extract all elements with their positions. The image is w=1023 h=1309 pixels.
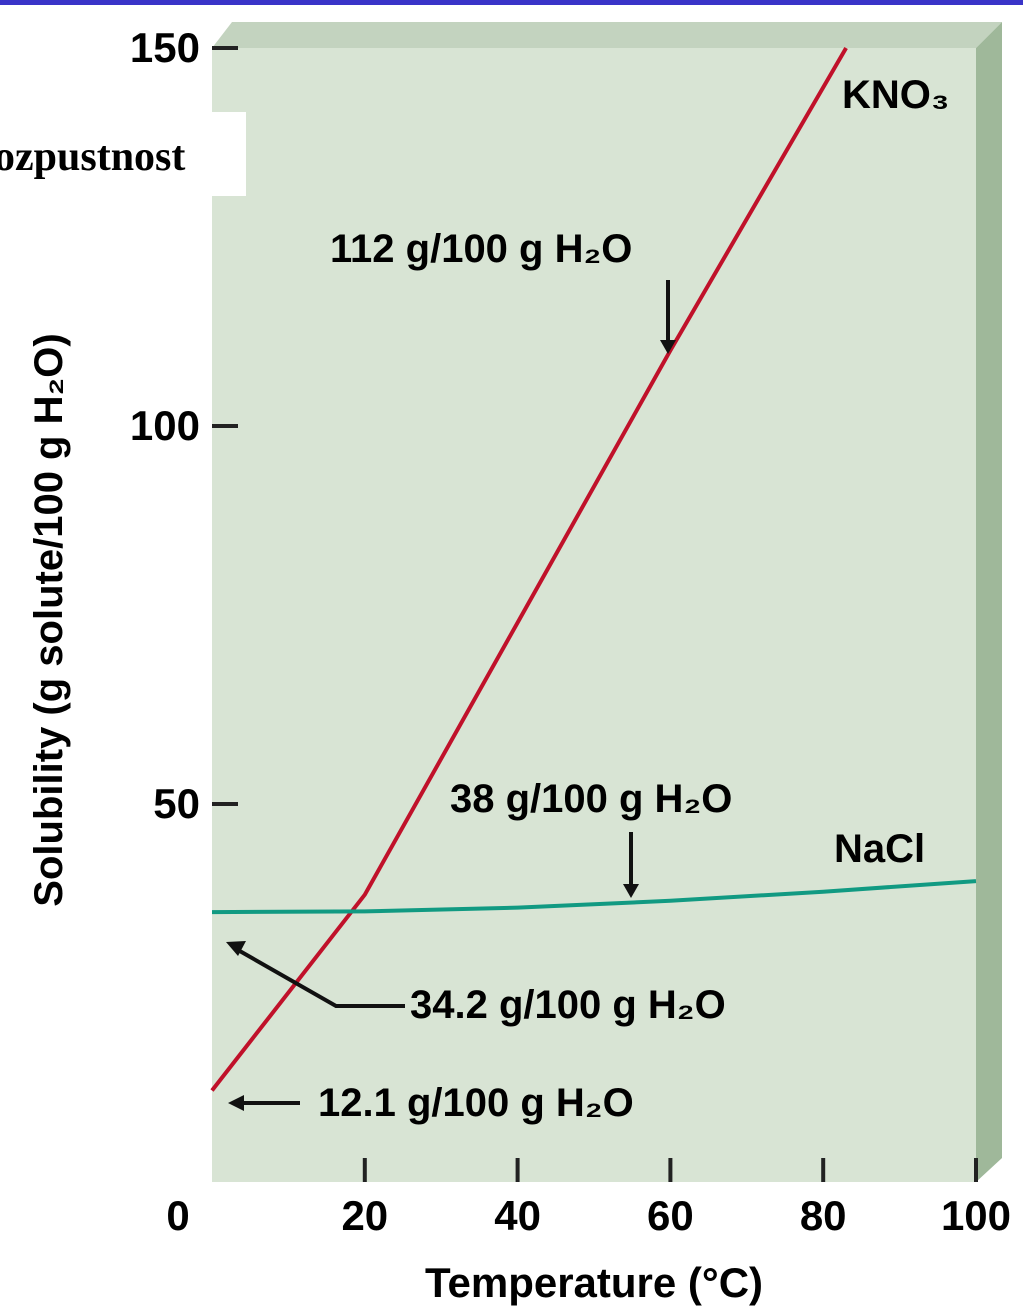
- annotation-nacl-55c: 38 g/100 g H₂O: [450, 777, 732, 821]
- arrowhead-nacl-55c: [623, 884, 639, 898]
- x-tick-label-40: 40: [494, 1192, 541, 1239]
- x-axis-label: Temperature (°C): [425, 1259, 763, 1306]
- plot-top-face: [212, 22, 1002, 48]
- overlay-label-box: [0, 112, 246, 196]
- series-line-kno3: [210, 46, 848, 1092]
- x-tick-label-20: 20: [341, 1192, 388, 1239]
- arrowhead-kno3-0c: [228, 1095, 244, 1111]
- x-tick-label-60: 60: [647, 1192, 694, 1239]
- annotation-kno3-60c: 112 g/100 g H₂O: [330, 227, 632, 271]
- x-tick-label-80: 80: [800, 1192, 847, 1239]
- overlay-label: ozpustnost: [0, 134, 185, 180]
- plot-area: [212, 48, 976, 1182]
- series-line-nacl: [211, 879, 977, 915]
- x-tick-label-0: 0: [166, 1192, 189, 1239]
- arrow-nacl-0c: [237, 948, 405, 1008]
- y-axis-ticks: 50 100 150: [130, 24, 238, 827]
- series-label-nacl: NaCl: [834, 827, 925, 871]
- y-axis-label: Solubility (g solute/100 g H₂O): [27, 333, 71, 906]
- x-axis-ticks: 0 20 40 60 80 100: [166, 1158, 1011, 1239]
- series-label-kno3: KNO₃: [842, 73, 949, 117]
- top-border-bar: [0, 0, 1023, 5]
- annotation-nacl-0c: 34.2 g/100 g H₂O: [410, 983, 726, 1027]
- annotation-kno3-0c: 12.1 g/100 g H₂O: [318, 1081, 634, 1125]
- plot-side-wall: [976, 22, 1002, 1182]
- x-tick-label-100: 100: [941, 1192, 1011, 1239]
- y-tick-label-100: 100: [130, 402, 200, 449]
- y-tick-label-150: 150: [130, 24, 200, 71]
- y-tick-label-50: 50: [153, 780, 200, 827]
- arrowhead-nacl-0c: [226, 941, 246, 956]
- arrowhead-kno3-60c: [660, 340, 676, 354]
